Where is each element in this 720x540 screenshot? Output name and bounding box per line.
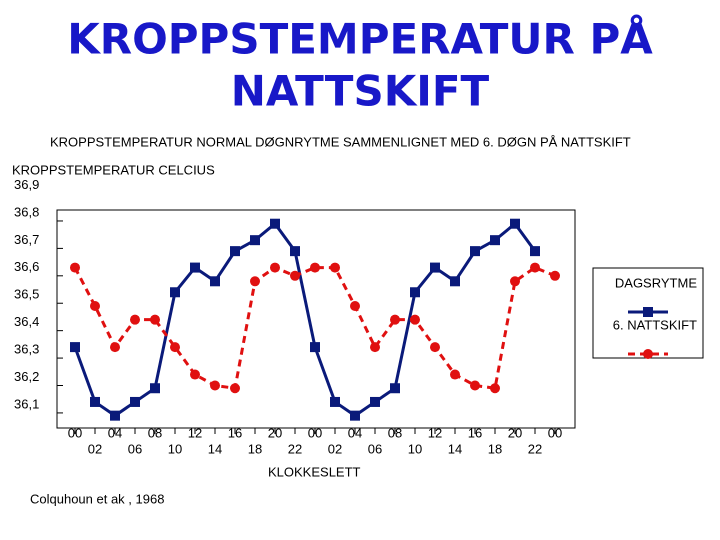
- marker: [470, 246, 480, 257]
- y-tick-label: 36,7: [14, 232, 39, 247]
- legend-label: DAGSRYTME: [615, 275, 697, 290]
- x-tick-label: 14: [208, 441, 222, 456]
- marker: [170, 287, 180, 298]
- y-tick-label: 36,9: [14, 177, 39, 192]
- marker: [110, 410, 120, 421]
- marker: [190, 262, 200, 273]
- y-tick-label: 36,8: [14, 204, 39, 219]
- x-axis-label: KLOKKESLETT: [268, 464, 361, 479]
- x-tick-label: 04: [108, 425, 122, 440]
- x-tick-label: 20: [508, 425, 522, 440]
- marker: [510, 276, 520, 287]
- x-tick-label: 06: [368, 441, 382, 456]
- marker: [470, 380, 480, 391]
- marker: [490, 383, 500, 394]
- x-tick-label: 16: [228, 425, 242, 440]
- subtitle: KROPPSTEMPERATUR NORMAL DØGNRYTME SAMMEN…: [50, 134, 631, 149]
- marker: [350, 410, 360, 421]
- marker: [310, 262, 320, 273]
- marker: [350, 300, 360, 311]
- x-tick-label: 10: [408, 441, 422, 456]
- x-tick-label: 22: [288, 441, 302, 456]
- marker: [70, 342, 80, 353]
- x-tick-label: 10: [168, 441, 182, 456]
- source: Colquhoun et ak , 1968: [30, 491, 164, 506]
- marker: [430, 342, 440, 353]
- marker: [370, 342, 380, 353]
- series-line: [73, 265, 556, 390]
- y-tick-label: 36,5: [14, 287, 39, 302]
- x-tick-label: 00: [68, 425, 82, 440]
- marker: [410, 314, 420, 325]
- marker: [210, 276, 220, 287]
- x-tick-label: 16: [468, 425, 482, 440]
- marker: [170, 342, 180, 353]
- marker: [310, 342, 320, 353]
- marker: [230, 383, 240, 394]
- x-tick-label: 22: [528, 441, 542, 456]
- marker: [190, 369, 200, 380]
- marker: [250, 276, 260, 287]
- x-tick-label: 12: [428, 425, 442, 440]
- marker: [330, 396, 340, 407]
- marker: [150, 314, 160, 325]
- marker: [550, 270, 560, 281]
- y-tick-label: 36,2: [14, 369, 39, 384]
- marker: [250, 235, 260, 246]
- x-tick-label: 12: [188, 425, 202, 440]
- marker: [330, 262, 340, 273]
- marker: [210, 380, 220, 391]
- x-tick-label: 18: [248, 441, 262, 456]
- marker: [450, 369, 460, 380]
- marker: [410, 287, 420, 298]
- series-line: [73, 221, 537, 418]
- marker: [490, 235, 500, 246]
- x-tick-label: 18: [488, 441, 502, 456]
- marker: [370, 396, 380, 407]
- legend-box: [592, 267, 704, 359]
- x-tick-label: 20: [268, 425, 282, 440]
- x-tick-label: 02: [328, 441, 342, 456]
- y-tick-label: 36,6: [14, 259, 39, 274]
- legend-label: 6. NATTSKIFT: [613, 317, 697, 332]
- x-tick-label: 04: [348, 425, 362, 440]
- legend-marker: [643, 307, 653, 317]
- marker: [290, 270, 300, 281]
- title-line: NATTSKIFT: [231, 67, 490, 116]
- marker: [290, 246, 300, 257]
- x-tick-label: 02: [88, 441, 102, 456]
- x-tick-label: 08: [148, 425, 162, 440]
- marker: [270, 218, 280, 229]
- marker: [430, 262, 440, 273]
- marker: [510, 218, 520, 229]
- legend-marker: [643, 349, 653, 359]
- marker: [530, 246, 540, 257]
- marker: [110, 342, 120, 353]
- marker: [270, 262, 280, 273]
- y-tick-label: 36,1: [14, 396, 39, 411]
- marker: [70, 262, 80, 273]
- marker: [150, 383, 160, 394]
- marker: [390, 383, 400, 394]
- marker: [450, 276, 460, 287]
- y-tick-label: 36,3: [14, 342, 39, 357]
- y-tick-label: 36,4: [14, 314, 39, 329]
- marker: [90, 300, 100, 311]
- marker: [230, 246, 240, 257]
- y-axis-label: KROPPSTEMPERATUR CELCIUS: [12, 162, 215, 177]
- plot-frame: [56, 209, 576, 429]
- marker: [90, 396, 100, 407]
- x-tick-label: 08: [388, 425, 402, 440]
- x-tick-label: 14: [448, 441, 462, 456]
- marker: [530, 262, 540, 273]
- marker: [130, 396, 140, 407]
- title-line: KROPPSTEMPERATUR PÅ: [67, 14, 653, 64]
- x-tick-label: 06: [128, 441, 142, 456]
- marker: [390, 314, 400, 325]
- x-tick-label: 00: [548, 425, 562, 440]
- marker: [130, 314, 140, 325]
- x-tick-label: 00: [308, 425, 322, 440]
